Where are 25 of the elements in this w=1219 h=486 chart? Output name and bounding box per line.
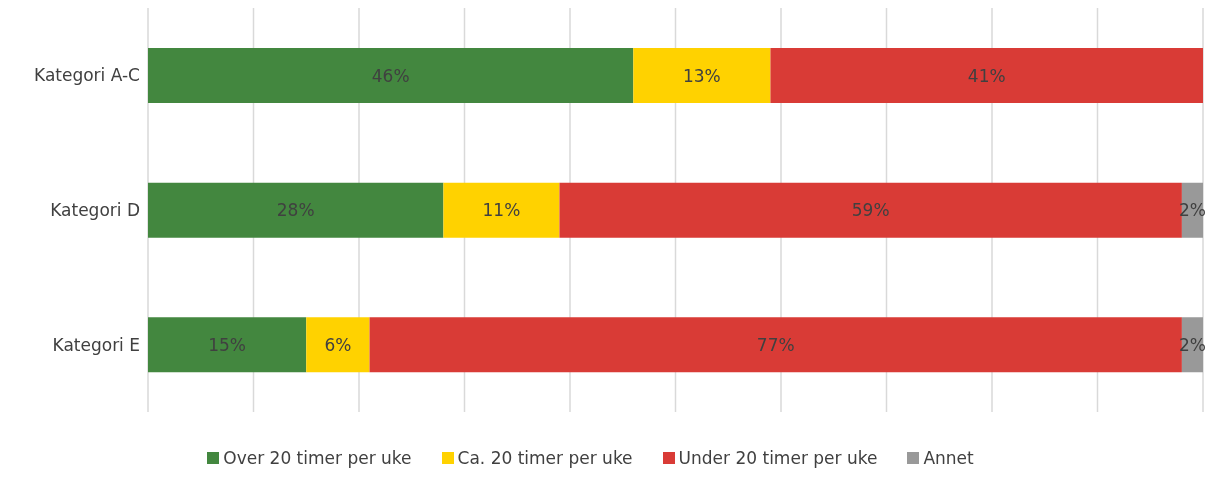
bar	[443, 182, 560, 238]
legend-label: Ca. 20 timer per uke	[456, 448, 633, 468]
data-label: 13%	[682, 65, 721, 86]
data-label: 28%	[276, 200, 315, 221]
data-label: 46%	[371, 65, 410, 86]
bar	[148, 182, 444, 238]
bar	[148, 317, 307, 373]
data-label: 15%	[208, 334, 247, 355]
legend-label: Annet	[922, 448, 974, 468]
y-tick-label: Kategori E	[52, 334, 140, 355]
data-label: 11%	[482, 200, 521, 221]
bar	[633, 48, 771, 103]
bar	[148, 48, 634, 103]
y-tick-label: Kategori A-C	[34, 65, 140, 86]
bar	[369, 317, 1182, 373]
legend-label: Over 20 timer per uke	[222, 448, 412, 468]
bar	[559, 182, 1182, 238]
bar	[306, 317, 370, 373]
data-label: 41%	[967, 65, 1006, 86]
data-label: 59%	[851, 200, 890, 221]
y-tick-label: Kategori D	[50, 200, 140, 221]
data-label: 77%	[756, 334, 795, 355]
legend-label: Under 20 timer per uke	[677, 448, 878, 468]
data-label: 6%	[324, 334, 352, 355]
bar	[770, 48, 1203, 103]
